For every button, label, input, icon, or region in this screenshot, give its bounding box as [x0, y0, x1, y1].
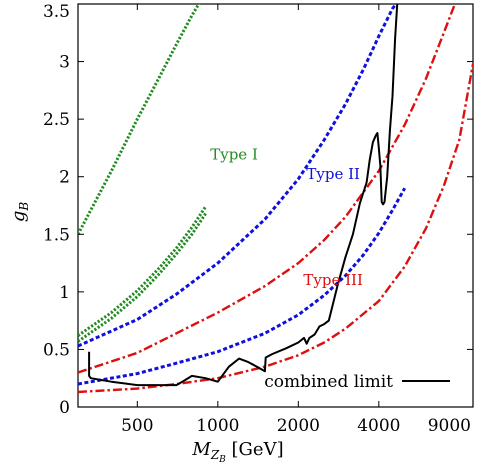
series-line-2	[78, 212, 207, 343]
series-line-3	[78, 4, 398, 348]
x-tick-label: 9000	[428, 416, 471, 436]
y-tick-label: 0	[59, 398, 70, 418]
y-tick-label: 0.5	[43, 340, 70, 360]
x-tick-label: 1000	[196, 416, 239, 436]
x-tick-label: 4000	[357, 416, 400, 436]
series-line-5	[78, 4, 457, 374]
y-tick-label: 2	[59, 168, 70, 188]
plot-frame	[77, 3, 474, 408]
series-layer	[78, 4, 473, 394]
y-tick-label: 3.5	[43, 2, 70, 22]
legend: combined limit	[264, 372, 450, 392]
annotation-label: Type III	[303, 271, 363, 289]
series-line-1	[78, 205, 207, 337]
x-axis-label: MZB [GeV]	[191, 439, 283, 465]
x-tick-label: 2000	[277, 416, 320, 436]
series-line-0	[78, 4, 201, 236]
series-line-4	[78, 187, 407, 386]
annotations-layer: Type I Type II Type III	[210, 145, 363, 289]
x-tick-label: 500	[121, 416, 153, 436]
y-tick-label: 1	[59, 283, 70, 303]
ticks-layer: 500 1000 2000 4000 9000 0 0.5 1 1.5 2 2.5 3 3.5	[43, 2, 474, 436]
annotation-label: Type I	[210, 145, 258, 163]
annotation-label: Type II	[306, 165, 360, 183]
series-line-6	[78, 63, 473, 394]
legend-label: combined limit	[264, 372, 393, 392]
y-tick-label: 3	[59, 53, 70, 73]
series-line-7	[88, 4, 399, 387]
y-tick-label: 1.5	[43, 225, 70, 245]
y-tick-label: 2.5	[43, 110, 70, 130]
y-axis-label: gB	[8, 202, 31, 223]
